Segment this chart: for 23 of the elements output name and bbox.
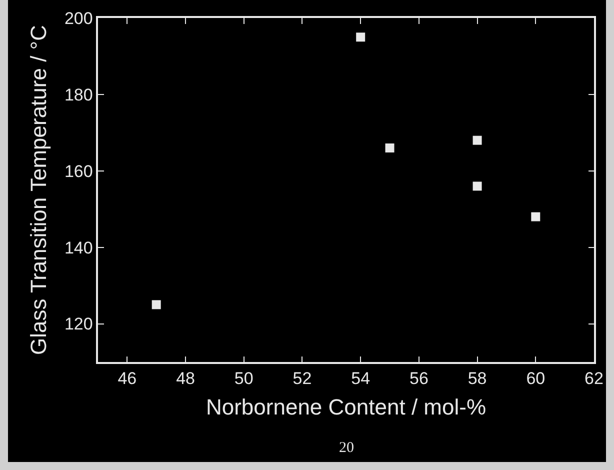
point bbox=[356, 32, 366, 42]
x-tick-label: 54 bbox=[351, 369, 370, 388]
point bbox=[472, 136, 482, 145]
x-tick-label: 62 bbox=[584, 369, 604, 388]
x-tick-label: 48 bbox=[176, 369, 195, 388]
y-axis-title: Glass Transition Temperature / °C bbox=[26, 24, 51, 355]
x-tick-label: 56 bbox=[409, 369, 428, 388]
y-tick-label: 180 bbox=[64, 85, 93, 104]
y-tick-label: 160 bbox=[64, 162, 93, 181]
point bbox=[385, 143, 394, 152]
x-tick-label: 60 bbox=[526, 369, 546, 388]
x-tick-label: 50 bbox=[234, 369, 254, 388]
x-tick-label: 52 bbox=[292, 369, 312, 388]
x-tick-label: 46 bbox=[118, 369, 137, 388]
y-tick-label: 120 bbox=[64, 314, 93, 334]
point bbox=[472, 182, 482, 191]
y-tick-label: 200 bbox=[64, 8, 93, 28]
x-axis-title: Norbornene Content / mol-% bbox=[206, 394, 486, 420]
point bbox=[152, 300, 161, 310]
x-tick-label: 58 bbox=[468, 369, 487, 388]
y-tick-label: 140 bbox=[64, 238, 93, 258]
text: 20 bbox=[339, 440, 354, 456]
point bbox=[531, 212, 540, 222]
